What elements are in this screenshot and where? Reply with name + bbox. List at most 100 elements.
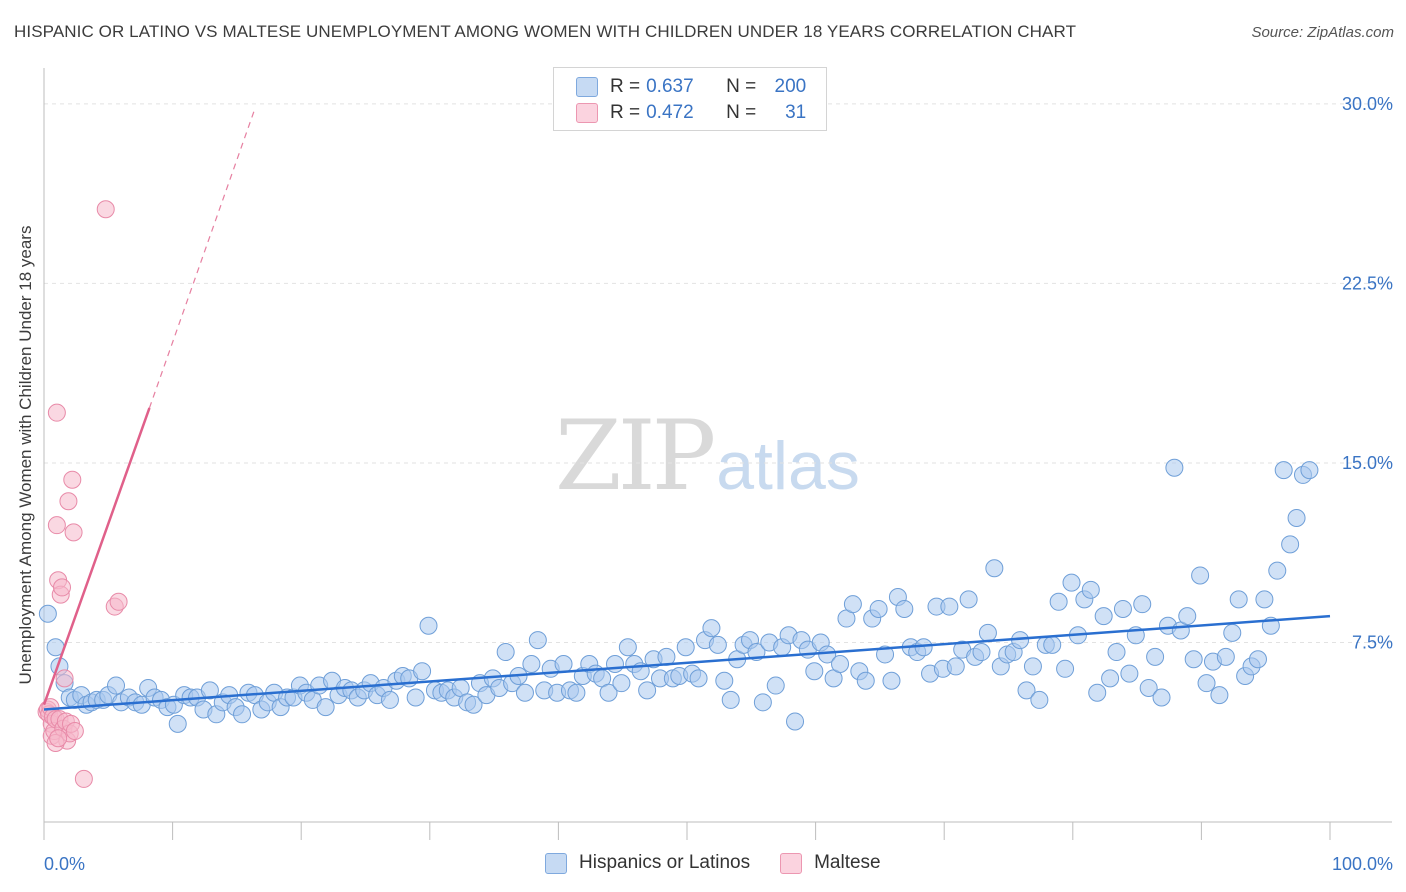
hispanic-point (605, 655, 624, 674)
hispanic-point (419, 616, 438, 635)
hispanic-point (766, 676, 785, 695)
hispanic-point (638, 681, 657, 700)
legend-r-label: R = (610, 76, 641, 97)
legend-n-value: 31 (785, 102, 807, 123)
legend-n-label: N = (726, 76, 757, 97)
hispanic-point (1017, 681, 1036, 700)
hispanic-point (1030, 690, 1049, 709)
y-tick-label: 22.5% (1342, 273, 1393, 293)
hispanic-point (1248, 650, 1267, 669)
hispanic-point (1081, 580, 1100, 599)
hispanic-point (882, 671, 901, 690)
hispanic-point (1062, 573, 1081, 592)
hispanic-point (1146, 647, 1165, 666)
hispanic-point (406, 688, 425, 707)
watermark: ZIPatlas (555, 400, 860, 512)
hispanic-point (1197, 674, 1216, 693)
hispanic-point (978, 623, 997, 642)
hispanic-point (1043, 635, 1062, 654)
hispanic-point (1229, 590, 1248, 609)
maltese-point (55, 669, 74, 688)
maltese-trend-line (42, 407, 151, 706)
hispanic-point (233, 705, 252, 724)
hispanic-point (515, 683, 534, 702)
legend-label-maltese: Maltese (814, 852, 881, 873)
x-tick-label: 100.0% (1332, 854, 1393, 874)
hispanic-point (1216, 647, 1235, 666)
legend-row-hispanic: R = 0.637 N = 200 (576, 75, 806, 99)
legend-swatch-maltese (780, 852, 803, 874)
series-legend: Hispanics or Latinos Maltese (545, 852, 911, 874)
hispanic-point (107, 676, 126, 695)
hispanic-point (676, 638, 695, 657)
hispanic-point (1152, 688, 1171, 707)
hispanic-point (1056, 659, 1075, 678)
hispanic-point (1113, 599, 1132, 618)
maltese-point (64, 523, 83, 542)
hispanic-point (702, 619, 721, 638)
hispanic-point (1088, 683, 1107, 702)
hispanic-point (1120, 664, 1139, 683)
hispanic-point (612, 674, 631, 693)
hispanic-point (805, 662, 824, 681)
legend-row-maltese: R = 0.472 N = 31 (576, 101, 806, 125)
legend-item-hispanic[interactable]: Hispanics or Latinos (545, 852, 750, 874)
hispanic-point (1255, 590, 1274, 609)
maltese-point (65, 722, 84, 741)
maltese-point (59, 492, 78, 511)
hispanic-point (1107, 643, 1126, 662)
hispanic-point (876, 645, 895, 664)
correlation-legend: R = 0.637 N = 200 R = 0.472 N = 31 (553, 67, 827, 131)
hispanic-point (496, 643, 515, 662)
hispanic-point (200, 681, 219, 700)
hispanic-point (380, 690, 399, 709)
hispanic-point (1184, 650, 1203, 669)
maltese-point (74, 769, 93, 788)
maltese-point (96, 200, 115, 219)
hispanic-point (689, 669, 708, 688)
legend-r-value: 0.637 (646, 76, 694, 97)
hispanic-point (1049, 592, 1068, 611)
hispanic-point (1191, 566, 1210, 585)
hispanic-point (1165, 458, 1184, 477)
legend-item-maltese[interactable]: Maltese (780, 852, 881, 874)
hispanic-point (168, 714, 187, 733)
maltese-point (53, 578, 72, 597)
legend-r-label: R = (610, 102, 641, 123)
hispanic-point (721, 690, 740, 709)
legend-swatch-hispanic (576, 77, 598, 97)
hispanic-trend-line (43, 614, 1331, 711)
maltese-point (47, 403, 66, 422)
legend-n-label: N = (726, 102, 757, 123)
watermark-atlas: atlas (716, 428, 860, 504)
legend-r-value: 0.472 (646, 102, 694, 123)
hispanic-point (1094, 607, 1113, 626)
hispanic-point (554, 655, 573, 674)
hispanic-point (1223, 623, 1242, 642)
legend-n-value: 200 (774, 76, 807, 97)
hispanic-point (708, 635, 727, 654)
hispanic-point (946, 657, 965, 676)
hispanic-point (972, 643, 991, 662)
hispanic-point (1268, 561, 1287, 580)
hispanic-point (1178, 607, 1197, 626)
maltese-trend-extension (148, 108, 256, 409)
hispanic-point (1210, 686, 1229, 705)
legend-label-hispanic: Hispanics or Latinos (579, 852, 751, 873)
y-tick-label: 15.0% (1342, 453, 1393, 473)
legend-swatch-maltese (576, 103, 598, 123)
hispanic-point (1101, 669, 1120, 688)
hispanic-point (869, 599, 888, 618)
hispanic-point (1139, 678, 1158, 697)
hispanic-point (856, 671, 875, 690)
hispanic-point (567, 683, 586, 702)
hispanic-point (753, 693, 772, 712)
chart-title: HISPANIC OR LATINO VS MALTESE UNEMPLOYME… (14, 22, 1077, 41)
hispanic-point (843, 595, 862, 614)
hispanic-point (1281, 535, 1300, 554)
maltese-point (49, 729, 68, 748)
watermark-zip: ZIP (555, 400, 716, 512)
hispanic-point (895, 599, 914, 618)
legend-swatch-hispanic (545, 852, 567, 874)
